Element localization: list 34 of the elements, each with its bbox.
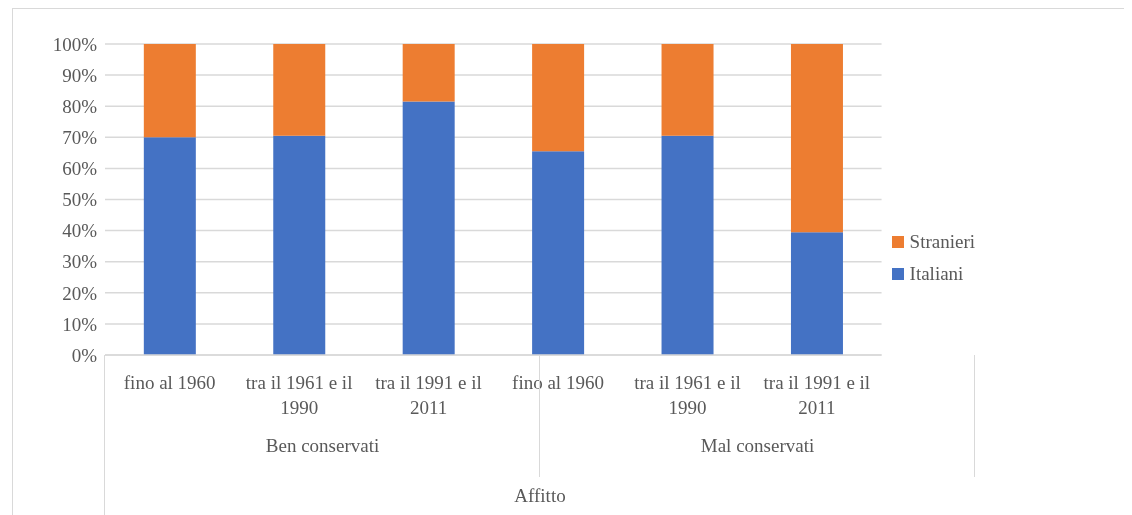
legend-label: Italiani (909, 262, 964, 285)
bar (661, 135, 714, 355)
bar (532, 151, 585, 355)
bar (273, 44, 326, 136)
x-tick-label: tra il 1991 e il 2011 (375, 372, 482, 418)
bar (790, 232, 843, 355)
y-tick-label: 30% (62, 251, 98, 273)
text: Mal conservati (699, 435, 816, 457)
y-tick-label: 80% (62, 95, 98, 117)
x-tick-label: fino al 1960 (123, 372, 216, 393)
bar (402, 101, 455, 355)
x-axis-title: Affitto (513, 485, 567, 507)
y-tick-label: 0% (71, 344, 98, 366)
y-tick-label: 100% (52, 33, 98, 55)
x-tick-label: fino al 1960 (512, 372, 604, 393)
x-tick-label: tra il 1991 e il 2011 (763, 372, 871, 418)
bar (143, 137, 196, 355)
x-tick-label: tra il 1961 e il 1990 (634, 372, 741, 418)
bar (661, 44, 714, 136)
y-tick-label: 20% (62, 282, 98, 304)
legend-label: Stranieri (909, 230, 975, 253)
bar (273, 135, 326, 355)
y-tick-label: 70% (62, 127, 98, 149)
y-tick-label: 90% (62, 64, 98, 86)
y-tick-label: 60% (62, 158, 98, 180)
bar (532, 44, 585, 152)
bar (402, 44, 455, 102)
x-tick-label: tra il 1961 e il 1990 (245, 372, 353, 418)
text: Ben conservati (264, 435, 381, 457)
y-tick-label: 10% (62, 313, 98, 335)
bar (143, 44, 196, 138)
y-tick-label: 50% (62, 189, 98, 211)
bar (790, 44, 843, 233)
y-tick-label: 40% (62, 220, 98, 242)
